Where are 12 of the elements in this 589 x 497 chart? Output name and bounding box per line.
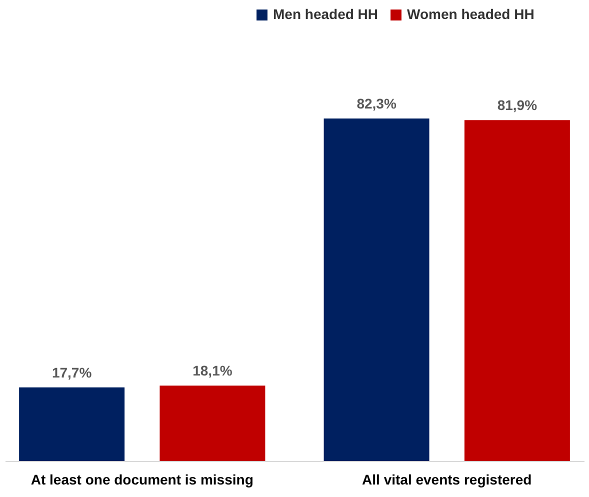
bar bbox=[464, 120, 570, 461]
data-label: 17,7% bbox=[52, 364, 92, 380]
bar bbox=[160, 386, 266, 461]
data-label: 82,3% bbox=[356, 96, 397, 112]
legend-label: Women headed HH bbox=[407, 6, 534, 22]
data-label: 18,1% bbox=[192, 362, 233, 379]
legend-label: Men headed HH bbox=[273, 6, 378, 22]
x-tick-label: At least one document is missing bbox=[30, 472, 254, 488]
bar bbox=[324, 118, 430, 461]
bar bbox=[19, 387, 125, 461]
data-label: 81,9% bbox=[497, 97, 538, 114]
x-tick-label: All vital events registered bbox=[362, 472, 532, 488]
